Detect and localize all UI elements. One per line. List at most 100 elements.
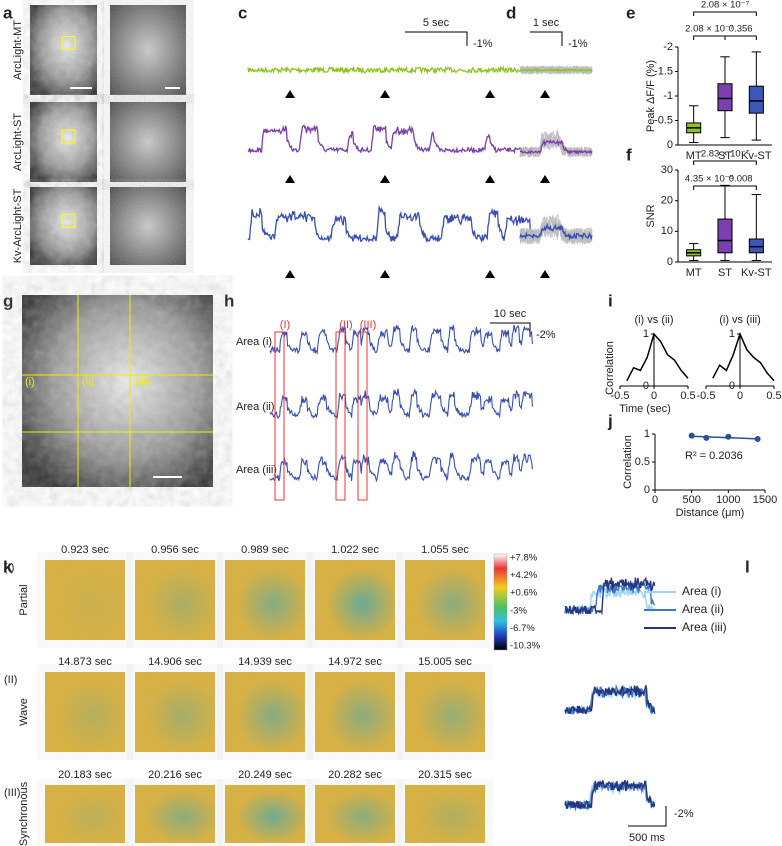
stimulus-marker: [485, 90, 495, 98]
trace: [519, 136, 593, 159]
significance-bracket: [693, 160, 757, 165]
frame-noise: [225, 560, 305, 640]
image-texture: [110, 187, 186, 265]
panel-letter: a: [3, 3, 13, 22]
p-value: 4.35 × 10⁻⁵: [685, 174, 734, 185]
image-texture: [22, 295, 213, 487]
y-tick-label: 1: [643, 328, 649, 340]
panel-letter: i: [608, 291, 613, 310]
category-label: ST: [718, 267, 732, 279]
category-label: ST: [718, 150, 732, 162]
area-label: Area (iii): [236, 464, 277, 476]
significance-bracket: [724, 35, 757, 40]
box: [748, 238, 764, 254]
scale-bar: [628, 806, 667, 827]
frame-time: 14.939 sec: [238, 656, 292, 668]
scale-label: -1%: [473, 38, 493, 50]
significance-bracket: [693, 11, 757, 16]
y-tick-label: 0.5: [635, 456, 650, 468]
point: [754, 436, 761, 443]
frame-time: 1.055 sec: [421, 544, 469, 556]
frame-noise: [45, 785, 125, 843]
y-axis-title: Correlation: [622, 435, 634, 489]
x-tick-label: 1500: [753, 494, 777, 506]
x-tick-label: 1000: [716, 494, 740, 506]
p-value: 0.008: [729, 174, 753, 185]
x-tick-label: 0: [652, 494, 658, 506]
frame-time: 1.022 sec: [331, 544, 379, 556]
p-value: 2.08 × 10⁻⁷: [701, 0, 750, 11]
frame-noise: [225, 785, 305, 843]
stimulus-marker: [540, 175, 550, 183]
p-value: 2.08 × 10⁻⁷: [685, 24, 734, 35]
row-label: ArcLight-MT: [12, 20, 24, 80]
panel-letter: h: [224, 291, 234, 310]
stimulus-marker: [380, 175, 390, 183]
fit-line: [691, 435, 758, 440]
plot-title: (i) vs (iii): [719, 314, 761, 326]
image-texture: [110, 5, 186, 95]
frame-time: 14.873 sec: [58, 656, 112, 668]
p-value: 2.83 × 10⁻⁷: [701, 149, 750, 160]
x-tick-label: 0: [651, 390, 657, 402]
box: [717, 83, 733, 112]
stimulus-marker: [485, 270, 495, 278]
legend-label: Area (i): [682, 584, 721, 598]
plot-title: (i) vs (ii): [634, 314, 673, 326]
event-label: (I): [280, 319, 290, 331]
y-tick-label: 20: [661, 195, 673, 207]
row-label: Partial: [18, 584, 30, 615]
frame-time: 20.249 sec: [238, 769, 292, 781]
panel-letter: l: [745, 557, 750, 576]
y-tick-label: -1.5: [654, 65, 673, 77]
panel-letter: d: [506, 3, 516, 22]
row-label: ArcLight-ST: [12, 113, 24, 171]
trace: [564, 576, 656, 616]
category-label: Kv-ST: [741, 150, 772, 162]
frame-time: 0.956 sec: [151, 544, 199, 556]
area-label: Area (i): [236, 336, 272, 348]
image-texture: [110, 102, 186, 182]
frame-time: 20.216 sec: [148, 769, 202, 781]
colorbar-label: +4.2%: [510, 570, 538, 581]
area-label: Area (ii): [236, 401, 275, 413]
y-tick-label: 1: [729, 328, 735, 340]
stimulus-marker: [380, 90, 390, 98]
roi-box: [61, 213, 76, 228]
trace: [247, 124, 535, 155]
frame-time: 14.906 sec: [148, 656, 202, 668]
frame-noise: [405, 560, 485, 640]
box: [717, 218, 733, 254]
trace: [564, 779, 656, 811]
y-axis-title: SNR: [645, 204, 657, 227]
trace: [247, 65, 536, 75]
frame-noise: [405, 785, 485, 843]
trace: [519, 222, 593, 241]
frame-time: 20.282 sec: [328, 769, 382, 781]
annotation: R² = 0.2036: [685, 450, 743, 462]
trace: [519, 219, 593, 245]
frame-time: 0.989 sec: [241, 544, 289, 556]
y-tick-label: 1: [644, 428, 650, 440]
frame-time: 20.315 sec: [418, 769, 472, 781]
y-tick-label: 0: [643, 380, 649, 392]
y-axis-title: Correlation: [604, 341, 616, 395]
event-box: [274, 331, 285, 501]
event-label: (III): [360, 319, 377, 331]
x-axis-title: Time (sec): [619, 403, 671, 415]
colorbar-label: +7.8%: [510, 553, 538, 564]
trace: [564, 779, 656, 812]
trace: [519, 138, 593, 155]
area-label: (i): [25, 376, 35, 388]
event-label: (II): [339, 319, 352, 331]
y-tick-label: -1: [663, 90, 673, 102]
scale-label: 500 ms: [629, 832, 666, 844]
stimulus-marker: [285, 270, 295, 278]
frame-noise: [45, 560, 125, 640]
trace: [269, 450, 533, 483]
scale-bar: [530, 31, 563, 46]
frame-time: 14.972 sec: [328, 656, 382, 668]
colorbar-label: +0.6%: [510, 588, 538, 599]
category-label: MT: [686, 267, 702, 279]
